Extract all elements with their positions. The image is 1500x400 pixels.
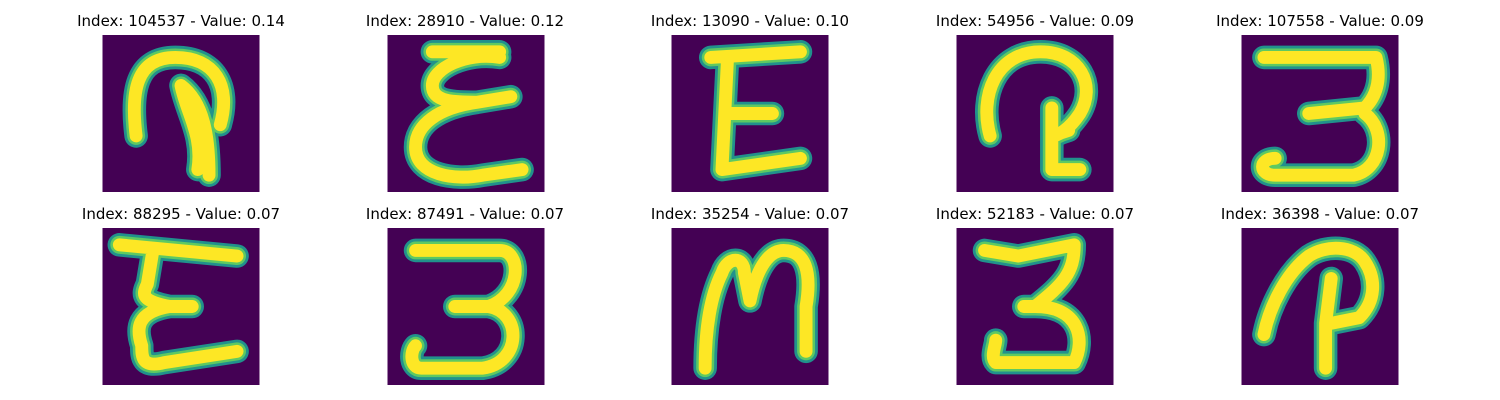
digit-image (956, 228, 1114, 385)
panel-title: Index: 87491 - Value: 0.07 (315, 205, 615, 223)
panel-title: Index: 54956 - Value: 0.09 (885, 12, 1185, 30)
digit-image (102, 228, 260, 385)
panel-title: Index: 36398 - Value: 0.07 (1170, 205, 1470, 223)
digit-image (1241, 35, 1399, 192)
digit-image (956, 35, 1114, 192)
digit-image (387, 35, 545, 192)
digit-image (671, 228, 829, 385)
digit-image (387, 228, 545, 385)
digit-image (671, 35, 829, 192)
panel-title: Index: 52183 - Value: 0.07 (885, 205, 1185, 223)
panel-title: Index: 28910 - Value: 0.12 (315, 12, 615, 30)
digit-image (102, 35, 260, 192)
panel-title: Index: 104537 - Value: 0.14 (31, 12, 331, 30)
panel-title: Index: 88295 - Value: 0.07 (31, 205, 331, 223)
digit-image (1241, 228, 1399, 385)
panel-title: Index: 35254 - Value: 0.07 (600, 205, 900, 223)
panel-title: Index: 13090 - Value: 0.10 (600, 12, 900, 30)
panel-title: Index: 107558 - Value: 0.09 (1170, 12, 1470, 30)
